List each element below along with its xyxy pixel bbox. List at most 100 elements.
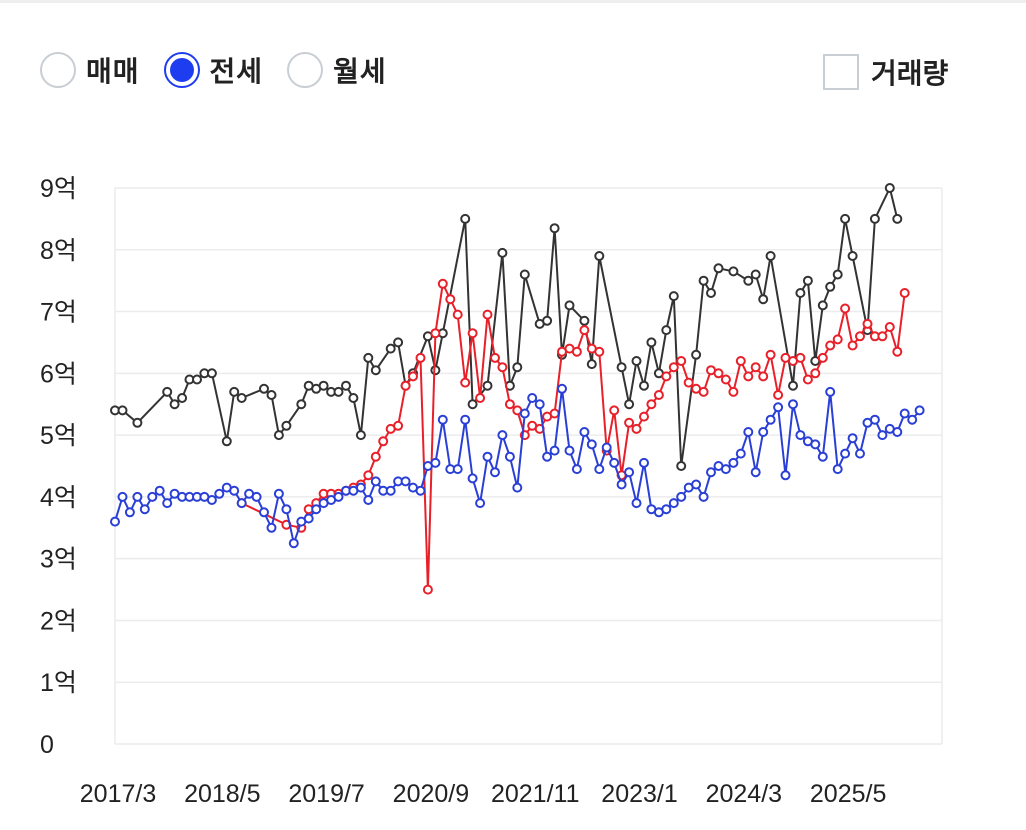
data-point [132,417,143,428]
data-point [788,380,798,391]
data-point [445,294,456,305]
data-point [676,356,687,366]
x-tick-label: 2018/5 [184,780,260,808]
data-point [706,467,716,478]
data-point [311,504,322,515]
data-point [415,485,426,496]
data-point [855,331,865,342]
data-point [385,485,396,496]
data-point [519,269,530,280]
data-point [892,213,903,224]
data-point [542,315,553,326]
data-point [683,377,694,388]
data-point [616,362,627,373]
data-point [504,399,515,410]
data-point [631,498,642,509]
data-point [691,479,702,490]
data-point [557,383,567,394]
data-point [795,352,806,363]
data-point [847,251,858,261]
data-point [236,498,247,509]
x-tick-label: 2024/3 [706,780,782,808]
data-point [266,522,277,533]
data-point [743,427,754,437]
data-point [676,491,687,502]
x-tick-label: 2019/7 [288,780,364,808]
data-point [169,399,180,410]
volume-toggle[interactable]: 거래량 [823,52,948,92]
data-point [303,513,314,524]
data-point [393,420,404,431]
radio-circle-icon[interactable] [287,52,324,88]
data-point [206,495,217,505]
radio-circle-icon[interactable] [40,52,76,88]
data-point [691,349,702,360]
data-point [832,464,843,475]
data-point [437,414,448,425]
y-tick-label: 7억 [40,299,77,327]
data-point [869,213,880,224]
data-point [720,464,731,475]
y-tick-label: 1억 [40,669,77,697]
data-point [490,352,500,363]
data-point [832,269,843,280]
data-point [743,275,754,286]
data-point [281,420,292,431]
data-point [720,374,731,385]
data-point [504,451,515,462]
volume-toggle-label: 거래량 [871,58,949,89]
data-point [765,251,776,261]
data-point [877,331,888,342]
data-point [333,386,344,397]
radio-option-monthly-rent[interactable]: 월세 [287,50,387,90]
data-point [117,405,128,416]
data-point [229,386,240,397]
radio-option-sale[interactable]: 매매 [40,50,140,90]
data-point [698,386,709,397]
data-point [162,386,173,397]
data-point [639,380,649,391]
data-point [758,427,769,437]
series-line [241,282,906,591]
y-tick-label: 4억 [40,484,77,512]
data-point [750,269,761,280]
data-point [840,303,851,314]
data-point [743,371,754,382]
price-type-radio-group: 매매 전세 월세 [40,48,411,92]
data-point [780,470,791,481]
data-point [802,275,813,286]
data-point [490,467,500,478]
data-point [795,288,806,298]
radio-option-jeonse[interactable]: 전세 [163,50,264,90]
data-point [884,322,895,332]
checkbox-icon[interactable] [823,54,859,90]
data-point [624,417,635,428]
data-point [586,439,597,450]
data-point [661,325,672,336]
data-point [549,445,560,456]
data-point [139,504,150,515]
data-point [273,430,284,441]
data-point [594,346,605,357]
data-point [467,399,478,410]
data-point [512,362,523,373]
data-point [415,352,426,363]
data-point [653,390,664,400]
data-point [132,491,143,502]
data-point [162,498,173,509]
price-line-chart: 0 1억 2억 3억 4억 5억 6억 7억 8억 9억 2017/3 2018/5 2019/7 202… [40,175,943,808]
data-point [497,362,508,373]
data-point [251,491,262,502]
data-point [430,328,441,339]
data-point [840,448,851,459]
data-point [467,473,478,484]
data-point [259,383,269,394]
data-point [735,356,746,366]
data-point [869,414,880,425]
radio-selected-icon[interactable] [163,52,200,88]
data-point [259,507,269,518]
data-point [437,278,448,289]
data-point [877,430,888,441]
data-point [728,266,739,277]
data-point [914,405,925,416]
